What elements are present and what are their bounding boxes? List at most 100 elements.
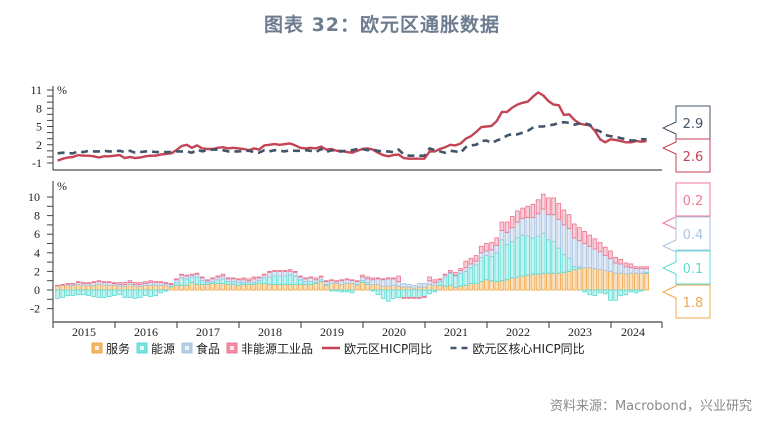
bar-segment <box>442 285 448 291</box>
bar-segment <box>282 270 288 277</box>
bar-segment <box>370 283 376 291</box>
bar-segment <box>639 266 644 270</box>
bar-segment <box>473 264 479 284</box>
bar-segment <box>360 274 365 278</box>
bar-segment <box>127 289 133 298</box>
bar-segment <box>587 289 593 296</box>
bar-segment <box>592 268 598 291</box>
bar-segment <box>535 235 541 275</box>
bar-segment <box>158 289 164 294</box>
bar-segment <box>530 273 536 291</box>
bar-segment <box>137 282 143 285</box>
bar-segment <box>194 283 200 291</box>
bar-segment <box>437 281 443 286</box>
top-y-tick-label: 2 <box>36 138 42 152</box>
bar-segment <box>153 289 159 297</box>
bar-segment <box>551 214 556 243</box>
bar-segment <box>633 272 639 291</box>
bar-segment <box>422 289 427 297</box>
bar-segment <box>101 289 107 298</box>
bar-segment <box>530 217 536 239</box>
bar-segment <box>158 281 164 284</box>
bar-segment <box>267 276 272 285</box>
bar-segment <box>411 284 417 289</box>
bar-segment <box>174 284 179 291</box>
bar-segment <box>236 278 241 281</box>
bar-segment <box>375 277 381 280</box>
bar-segment <box>106 281 112 284</box>
bar-segment <box>65 289 71 297</box>
bar-segment <box>215 275 221 278</box>
bar-segment <box>313 283 319 291</box>
bar-segment <box>416 289 422 298</box>
bar-segment <box>117 282 122 285</box>
bar-segment <box>282 275 288 285</box>
bar-segment <box>323 280 329 283</box>
bar-segment <box>442 273 448 276</box>
bar-segment <box>447 284 453 291</box>
bar-segment <box>592 248 598 270</box>
bar-segment <box>525 205 531 218</box>
bar-segment <box>613 272 618 291</box>
bar-segment <box>577 227 582 242</box>
bar-segment <box>205 283 210 291</box>
bar-segment <box>618 263 624 274</box>
bar-segment <box>220 278 226 284</box>
bar-segment <box>587 245 593 269</box>
bar-segment <box>597 251 603 270</box>
bar-segment <box>411 296 417 299</box>
bottom-y-tick-label: 0 <box>34 283 40 297</box>
bar-segment <box>70 289 76 297</box>
bar-segment <box>515 221 520 239</box>
bar-segment <box>122 282 128 285</box>
bar-segment <box>597 242 603 253</box>
bar-segment <box>251 278 257 284</box>
bar-segment <box>318 281 324 291</box>
bar-segment <box>360 276 365 282</box>
bar-segment <box>551 272 556 291</box>
bar-segment <box>106 289 112 297</box>
bar-segment <box>556 203 562 220</box>
bar-segment <box>344 289 350 293</box>
bar-segment <box>199 276 205 279</box>
bar-segment <box>587 234 593 247</box>
bar-segment <box>163 282 169 284</box>
food-callout-label: 0.4 <box>683 228 704 243</box>
bar-segment <box>401 289 407 298</box>
bar-segment <box>360 282 365 291</box>
bar-segment <box>639 268 644 274</box>
bar-segment <box>520 234 525 277</box>
bar-segment <box>571 269 577 291</box>
bottom-y-ticks: -2 0 2 4 6 8 10 <box>28 190 53 316</box>
bar-segment <box>406 296 412 299</box>
bar-segment <box>158 284 164 291</box>
bar-segment <box>380 289 386 299</box>
bar-segment <box>256 283 262 291</box>
bar-segment <box>602 255 608 271</box>
bar-segment <box>530 203 536 218</box>
bar-segment <box>401 296 407 299</box>
bar-segment <box>153 281 159 284</box>
bar-segment <box>189 276 195 284</box>
bar-segment <box>277 275 283 285</box>
bar-segment <box>623 273 629 291</box>
bar-segment <box>489 280 494 291</box>
bar-segment <box>509 241 515 279</box>
chart-title: 图表 32：欧元区通胀数据 <box>263 14 501 36</box>
year-label: 2015 <box>72 325 96 339</box>
bar-segment <box>515 210 520 223</box>
services-callout <box>661 284 711 319</box>
bar-segment <box>613 257 618 264</box>
bar-segment <box>168 283 174 285</box>
legend-swatch-inner <box>95 346 99 350</box>
bar-segment <box>117 285 122 291</box>
bar-segment <box>432 289 438 293</box>
bar-segment <box>96 280 102 283</box>
bar-segment <box>365 283 370 291</box>
legend-label: 能源 <box>151 342 175 356</box>
bar-segment <box>628 272 634 291</box>
bar-segment <box>582 243 587 269</box>
year-label: 2016 <box>134 325 158 339</box>
legend-swatch-inner <box>230 346 234 350</box>
bar-segment <box>344 278 350 281</box>
